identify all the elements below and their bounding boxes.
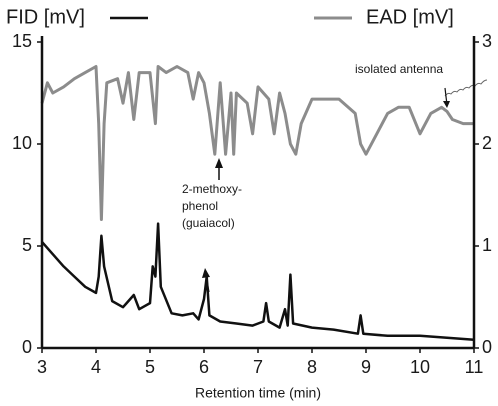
annotation: isolated antenna xyxy=(355,62,443,76)
annotation: 2-methoxy- xyxy=(182,182,242,196)
x-tick-label: 7 xyxy=(253,357,263,377)
x-tick-label: 3 xyxy=(37,357,47,377)
y2-tick-label: 3 xyxy=(482,31,492,51)
x-axis-label: Retention time (min) xyxy=(195,385,321,401)
chart: Retention time (min) 3456789101105101501… xyxy=(0,0,498,406)
y2-tick-label: 0 xyxy=(482,337,492,357)
line-series xyxy=(42,224,474,340)
x-tick-label: 4 xyxy=(91,357,101,377)
x-tick-label: 11 xyxy=(465,357,484,377)
y-tick-label: 5 xyxy=(22,235,32,255)
y-tick-label: 10 xyxy=(12,133,32,153)
legend-label: EAD [mV] xyxy=(366,6,454,28)
legend-label: FID [mV] xyxy=(6,6,85,28)
arrowhead xyxy=(443,101,450,108)
arrowhead xyxy=(215,158,223,168)
x-tick-label: 10 xyxy=(410,357,430,377)
x-tick-label: 9 xyxy=(361,357,371,377)
x-tick-label: 6 xyxy=(199,357,209,377)
y-tick-label: 0 xyxy=(22,337,32,357)
annotation: phenol xyxy=(182,199,218,213)
y-tick-label: 15 xyxy=(12,31,32,51)
antenna-icon xyxy=(445,80,487,96)
line-series xyxy=(42,67,474,220)
x-tick-label: 8 xyxy=(307,357,317,377)
annotation: (guaiacol) xyxy=(182,216,235,230)
y2-tick-label: 2 xyxy=(482,133,492,153)
y2-tick-label: 1 xyxy=(482,235,492,255)
x-tick-label: 5 xyxy=(145,357,155,377)
